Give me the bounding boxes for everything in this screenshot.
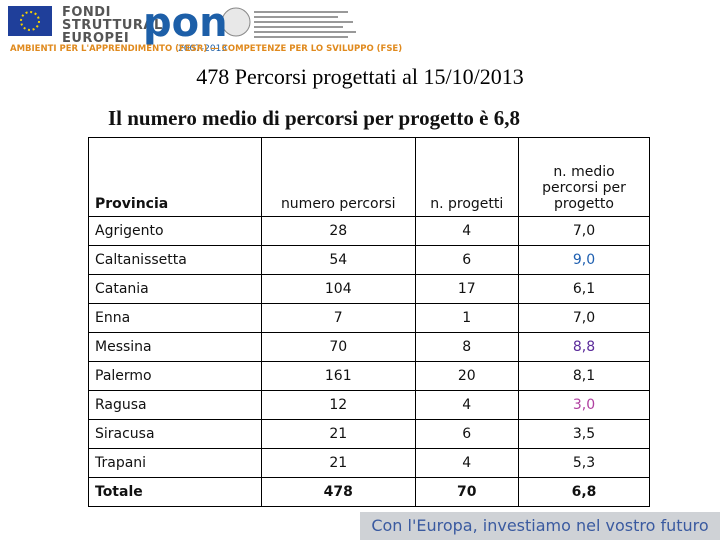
logo-text: FONDI STRUTTURALI EUROPEI	[62, 6, 168, 45]
table-cell: Enna	[88, 303, 262, 333]
table-cell: Palermo	[88, 361, 262, 391]
table-cell: 54	[261, 245, 416, 275]
data-table: Provincia numero percorsi n. progetti n. me…	[88, 137, 650, 507]
table-cell: 8	[414, 332, 519, 362]
subtitle: Il numero medio di percorsi per progetto…	[108, 106, 520, 130]
emblem	[221, 7, 251, 37]
table-cell: 5,3	[518, 448, 650, 478]
table-row: Caltanissetta 54 6 9,0	[88, 245, 650, 275]
table-row: Messina 70 8 8,8	[88, 332, 650, 362]
column-header: Provincia	[88, 137, 262, 217]
eu-flag	[8, 6, 52, 36]
header-graphics	[8, 6, 356, 38]
table-cell: 20	[414, 361, 519, 391]
footer: Con l'Europa, investiamo nel vostro futu…	[360, 512, 720, 540]
table-cell: Agrigento	[88, 216, 262, 246]
table-cell: 8,8	[518, 332, 650, 362]
table-cell: 104	[261, 274, 416, 304]
table-row: Trapani 21 4 5,3	[88, 448, 650, 478]
table-cell: Catania	[88, 274, 262, 304]
title: 478 Percorsi progettati al 15/10/2013	[196, 64, 524, 89]
table-cell: Messina	[88, 332, 262, 362]
table-cell: 9,0	[518, 245, 650, 275]
table-cell: Ragusa	[88, 390, 262, 420]
table-cell: 6	[414, 419, 519, 449]
table-cell: 6	[414, 245, 519, 275]
table-row: Totale 478 70 6,8	[88, 477, 650, 507]
logo-line: STRUTTURALI	[62, 18, 169, 33]
ministry-text	[254, 11, 356, 38]
table-cell: 21	[261, 419, 416, 449]
eu-stars	[20, 11, 40, 31]
table-row: Agrigento 28 4 7,0	[88, 216, 650, 246]
table-cell: 70	[261, 332, 416, 362]
table-cell: 7,0	[518, 216, 650, 246]
header-row: Provincia numero percorsi n. progetti n. me…	[88, 137, 650, 217]
table-cell: Trapani	[88, 448, 262, 478]
table-cell: Siracusa	[88, 419, 262, 449]
table-cell: Caltanissetta	[88, 245, 262, 275]
column-header: numero percorsi	[261, 137, 416, 217]
tagline: AMBIENTI PER L'APPRENDIMENTO (FESR) — CO…	[10, 44, 402, 54]
tagline-left: AMBIENTI PER L'APPRENDIMENTO (FESR)	[10, 44, 208, 54]
table-row: Siracusa 21 6 3,5	[88, 419, 650, 449]
table-cell: 4	[414, 390, 519, 420]
table-row: Ragusa 12 4 3,0	[88, 390, 650, 420]
logo-line: FONDI	[62, 5, 111, 20]
tagline-sep: —	[210, 44, 219, 54]
table-row: Catania 104 17 6,1	[88, 274, 650, 304]
table-cell: 1	[414, 303, 519, 333]
table-cell: 3,5	[518, 419, 650, 449]
table-cell: 6,8	[518, 477, 650, 507]
pon-years: 2007-2013	[178, 44, 228, 54]
column-header: n. medio percorsi per progetto	[518, 137, 650, 217]
table-cell: 6,1	[518, 274, 650, 304]
table-cell: 17	[414, 274, 519, 304]
table-cell: 7	[261, 303, 416, 333]
tagline-right: COMPETENZE PER LO SVILUPPO (FSE)	[221, 44, 403, 54]
table-row: Palermo 161 20 8,1	[88, 361, 650, 391]
table-cell: 161	[261, 361, 416, 391]
column-header: n. progetti	[414, 137, 519, 217]
table-cell: 7,0	[518, 303, 650, 333]
table-cell: Totale	[88, 477, 262, 507]
logo-line: EUROPEI	[62, 31, 130, 46]
table-cell: 70	[414, 477, 519, 507]
table-cell: 4	[414, 448, 519, 478]
table-cell: 8,1	[518, 361, 650, 391]
table-cell: 21	[261, 448, 416, 478]
table-row: Enna 7 1 7,0	[88, 303, 650, 333]
pon-logo: pon	[143, 0, 228, 46]
table-cell: 4	[414, 216, 519, 246]
table-cell: 28	[261, 216, 416, 246]
table-cell: 478	[261, 477, 416, 507]
table-cell: 12	[261, 390, 416, 420]
table-cell: 3,0	[518, 390, 650, 420]
